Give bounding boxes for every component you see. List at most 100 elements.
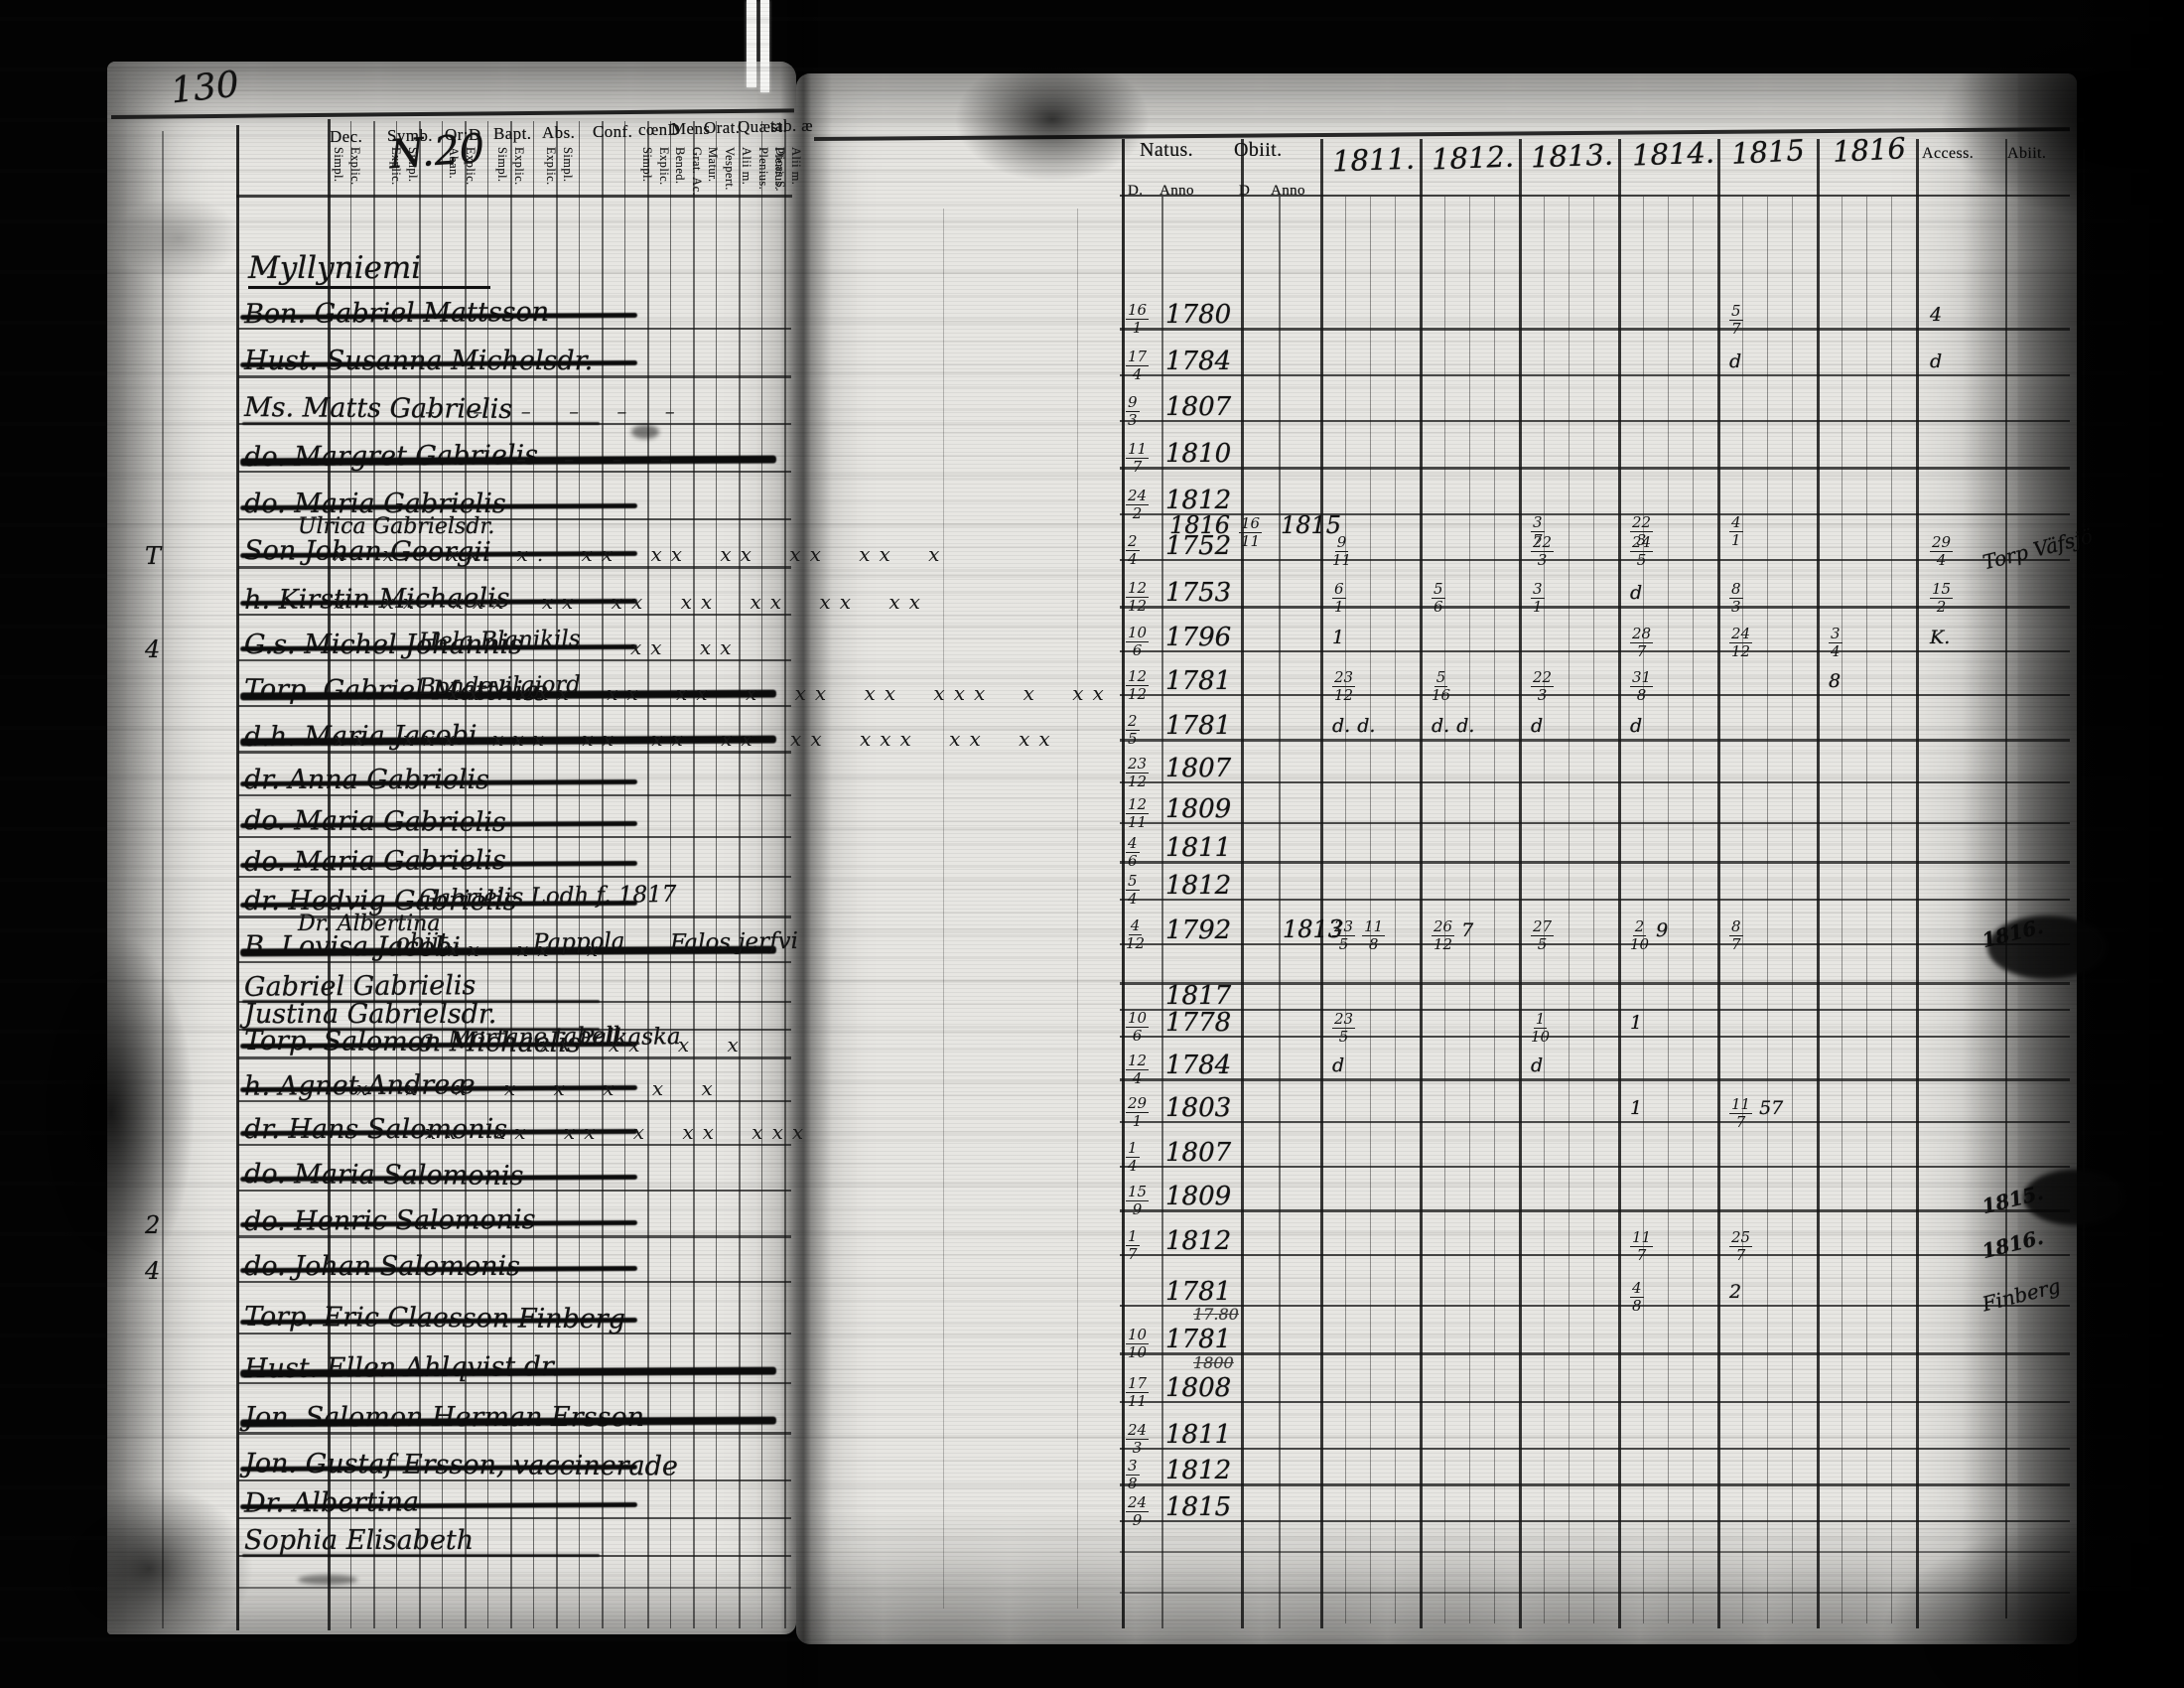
grid-vline bbox=[1792, 197, 1793, 1623]
row-name: Gabriel Gabrielis bbox=[243, 970, 477, 1003]
grid-vline bbox=[2083, 149, 2085, 1589]
ink-smudge bbox=[298, 1575, 357, 1585]
grid-hline bbox=[1120, 1036, 2070, 1038]
grid-vline bbox=[1161, 197, 1163, 1628]
natus-year: 1812 bbox=[1165, 871, 1232, 901]
grid-vline bbox=[1643, 197, 1644, 1623]
grid-hline bbox=[1120, 1448, 2070, 1450]
natus-year: 1781 bbox=[1165, 1277, 1232, 1307]
year-mark-text: d. bbox=[1432, 715, 1450, 737]
column-header-OrD: Or:D bbox=[445, 124, 481, 144]
grid-vline bbox=[1916, 139, 1919, 1628]
natus-year: 1781 bbox=[1165, 666, 1232, 696]
year-mark-1811: d bbox=[1332, 1055, 1344, 1076]
grid-hline bbox=[1120, 374, 2070, 376]
year-mark-text: 1 bbox=[1630, 1097, 1643, 1119]
grid-vline bbox=[761, 121, 762, 1628]
grid-hline bbox=[1120, 899, 2070, 901]
attendance-marks: xx xx x x bbox=[539, 1033, 748, 1056]
natus-year: 1796 bbox=[1165, 623, 1232, 652]
date-fraction: 23 5 bbox=[1332, 917, 1356, 953]
natus-day: 10 10 bbox=[1126, 1327, 1150, 1360]
column-subheader: Matur. bbox=[706, 147, 720, 183]
natus-note: 17.80 bbox=[1193, 1305, 1239, 1324]
grid-hline bbox=[1120, 1078, 2070, 1081]
date-fraction: 12 4 bbox=[1126, 1052, 1150, 1087]
row-annotation: Gabrielis Lodh f. 1817 bbox=[418, 881, 677, 913]
year-mark-1813: d bbox=[1531, 715, 1543, 737]
natus-day: 10 6 bbox=[1126, 1010, 1150, 1044]
date-fraction: 9 11 bbox=[1332, 533, 1352, 569]
year-mark-access: K. bbox=[1930, 627, 1950, 648]
date-fraction: 10 6 bbox=[1126, 624, 1150, 659]
year-mark-text: 57 bbox=[1759, 1097, 1784, 1119]
right-page-paper bbox=[796, 73, 2077, 1644]
sub-obiit-day: 16 11 bbox=[1239, 515, 1263, 549]
year-mark-1815: 11 7 57 bbox=[1729, 1097, 1783, 1130]
year-label-1811: 1811. bbox=[1331, 141, 1416, 179]
year-mark-text: K. bbox=[1930, 627, 1951, 648]
spine-tape-mark bbox=[760, 0, 769, 92]
grid-vline bbox=[716, 121, 717, 1628]
ink-smudge bbox=[631, 425, 659, 439]
attendance-marks: x x x x x x x x bbox=[356, 1076, 722, 1100]
date-fraction: 24 2 bbox=[1126, 487, 1150, 522]
date-fraction: 25 7 bbox=[1729, 1228, 1753, 1264]
column-subheader: Simpl. bbox=[406, 147, 420, 183]
natus-day: 15 9 bbox=[1126, 1183, 1150, 1218]
grid-vline bbox=[1395, 197, 1396, 1623]
grid-vline bbox=[670, 121, 671, 1628]
column-subheader: Bened. bbox=[673, 147, 687, 185]
year-mark-1812: 5 16 bbox=[1432, 670, 1450, 703]
natus-year: 1792 bbox=[1165, 915, 1232, 945]
date-fraction: 31 8 bbox=[1630, 668, 1654, 704]
date-fraction: 17 11 bbox=[1126, 1374, 1150, 1410]
date-fraction: 27 5 bbox=[1531, 917, 1555, 953]
year-mark-1814: 28 7 bbox=[1630, 627, 1654, 659]
date-fraction: 15 9 bbox=[1126, 1183, 1150, 1218]
year-mark-text: d. bbox=[1456, 715, 1475, 737]
date-fraction: 12 12 bbox=[1126, 667, 1150, 703]
natus-header: Natus. bbox=[1140, 139, 1194, 161]
natus-year: 1778 bbox=[1165, 1008, 1232, 1038]
grid-vline bbox=[2005, 139, 2007, 1618]
natus-year: 1752 bbox=[1165, 531, 1232, 561]
village-header: Myllyniemi bbox=[248, 250, 491, 289]
grid-hline bbox=[1120, 1166, 2070, 1168]
year-mark-1814: d bbox=[1630, 582, 1642, 604]
grid-hline bbox=[1120, 195, 2070, 197]
grid-hline bbox=[1120, 982, 2070, 985]
natus-note: 1800 bbox=[1193, 1353, 1234, 1372]
grid-hline bbox=[1120, 1520, 2070, 1522]
year-mark-1814: 11 7 bbox=[1630, 1230, 1654, 1263]
column-subheader: Simpl. bbox=[495, 147, 509, 183]
year-mark-text: 2 bbox=[1729, 1281, 1742, 1303]
date-fraction: 12 12 bbox=[1126, 579, 1150, 615]
access-header: Access. bbox=[1922, 145, 1975, 162]
grid-hline bbox=[1120, 328, 2070, 331]
column-header-Orat: Orat. bbox=[704, 118, 741, 138]
natus-day: 12 11 bbox=[1126, 796, 1150, 830]
natus-day: 12 12 bbox=[1126, 579, 1150, 615]
grid-hline bbox=[1120, 606, 2070, 609]
year-mark-1811: 9 11 bbox=[1332, 535, 1351, 568]
column-subheader: Explic. bbox=[512, 147, 526, 186]
attendance-marks: xx xx bbox=[630, 635, 741, 659]
grid-hline bbox=[1120, 781, 2070, 783]
year-mark-1815: 24 12 bbox=[1729, 627, 1753, 659]
date-fraction: 29 4 bbox=[1930, 533, 1954, 569]
year-label-1814: 1814. bbox=[1631, 135, 1715, 173]
grid-vline bbox=[1279, 197, 1281, 1628]
date-fraction: 11 7 bbox=[1729, 1095, 1753, 1131]
natus-sub-anno: Anno bbox=[1160, 183, 1194, 199]
year-mark-1816: 8 bbox=[1829, 670, 1841, 692]
natus-year: 1808 bbox=[1165, 1373, 1232, 1403]
natus-day: 12 12 bbox=[1126, 667, 1150, 703]
